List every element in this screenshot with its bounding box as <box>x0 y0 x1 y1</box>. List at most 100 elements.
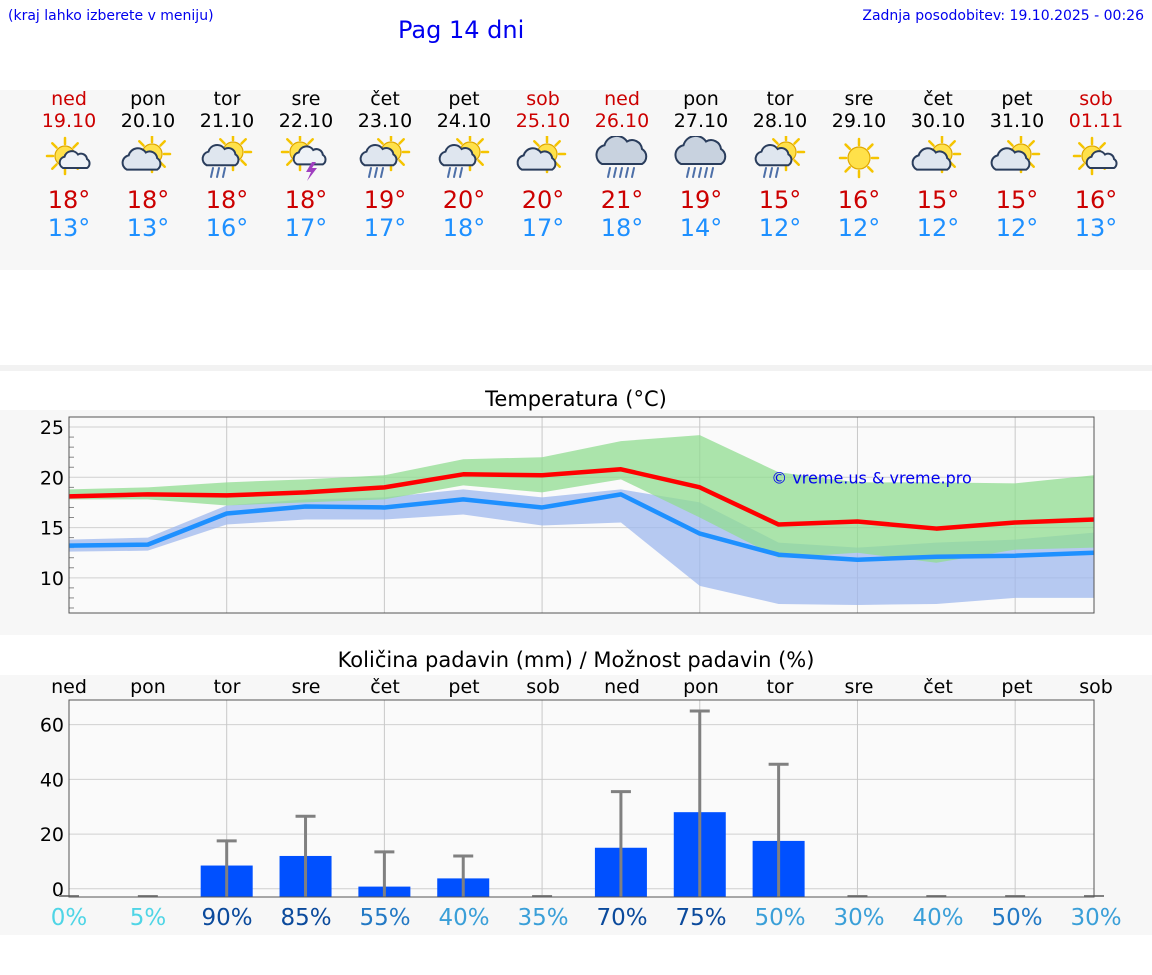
min-range-band <box>69 489 1094 605</box>
day-name: pon <box>130 88 166 110</box>
day-date: 19.10 <box>41 110 97 132</box>
forecast-day: pet 31.10 15° 12° <box>977 88 1057 242</box>
min-temperature: 18° <box>600 214 644 242</box>
sun-cloud-rain-icon <box>754 136 806 178</box>
min-temperature: 18° <box>442 214 486 242</box>
last-update: Zadnja posodobitev: 19.10.2025 - 00:26 <box>862 8 1144 24</box>
day-date: 31.10 <box>989 110 1045 132</box>
precip-day-label: pet <box>1001 676 1033 698</box>
partly-cloudy-icon <box>516 136 567 174</box>
page-title: Pag 14 dni <box>398 16 525 44</box>
max-temperature: 18° <box>284 186 328 214</box>
min-temperature: 12° <box>995 214 1039 242</box>
location-hint: (kraj lahko izberete v meniju) <box>8 8 214 24</box>
min-temperature: 17° <box>521 214 565 242</box>
forecast-day: pet 24.10 20° 18° <box>424 88 504 242</box>
precipitation-probability: 40% <box>912 905 964 931</box>
day-date: 28.10 <box>752 110 808 132</box>
precipitation-probability: 35% <box>517 905 569 931</box>
max-temperature: 16° <box>1074 186 1118 214</box>
forecast-day: sre 22.10 18° 17° <box>266 88 346 242</box>
forecast-day: ned 26.10 21° 18° <box>582 88 662 242</box>
precip-day-label: sre <box>291 676 321 698</box>
day-name: pon <box>683 88 719 110</box>
forecast-day: ned 19.10 18° 13° <box>29 88 109 242</box>
temperature-chart: 10 15 20 25 © vreme.us & vreme.pro <box>40 416 1095 614</box>
precipitation-probability: 5% <box>129 905 167 931</box>
day-date: 20.10 <box>120 110 176 132</box>
day-name: sob <box>526 88 560 110</box>
precipitation-probability: 40% <box>438 905 490 931</box>
day-name: čet <box>923 88 953 110</box>
max-temperature: 18° <box>205 186 249 214</box>
forecast-panel <box>0 90 1152 270</box>
forecast-day: sob 25.10 20° 17° <box>503 88 583 242</box>
max-temperature: 15° <box>995 186 1039 214</box>
precip-day-label: ned <box>51 676 87 698</box>
max-temperature: 19° <box>363 186 407 214</box>
day-name: pet <box>1001 88 1033 110</box>
y-tick-label: 10 <box>40 568 64 590</box>
day-name: ned <box>604 88 640 110</box>
y-tick-label: 60 <box>40 715 64 737</box>
day-date: 22.10 <box>278 110 334 132</box>
heavy-rain-icon <box>674 136 727 178</box>
precip-day-label: tor <box>766 676 794 698</box>
sun-cloud-rain-icon <box>359 136 411 178</box>
plot-frame <box>68 416 1095 614</box>
day-date: 23.10 <box>357 110 413 132</box>
day-date: 30.10 <box>910 110 966 132</box>
precip-day-label: pon <box>683 676 719 698</box>
day-date: 21.10 <box>199 110 255 132</box>
forecast-day: pon 27.10 19° 14° <box>661 88 741 242</box>
forecast-day: tor 21.10 18° 16° <box>187 88 267 242</box>
max-temperature: 18° <box>47 186 91 214</box>
precip-day-label: pet <box>448 676 480 698</box>
precip-day-label: ned <box>604 676 640 698</box>
sun-cloud-rain-icon <box>438 136 490 178</box>
sun-cloud-rain-icon <box>201 136 253 178</box>
min-temperature-line <box>68 492 1095 562</box>
max-temperature: 18° <box>126 186 170 214</box>
min-temperature: 13° <box>1074 214 1118 242</box>
precip-day-label: pon <box>130 676 166 698</box>
max-temperature: 15° <box>916 186 960 214</box>
watermark: © vreme.us & vreme.pro <box>771 468 972 487</box>
y-tick-label: 20 <box>40 467 64 489</box>
precip-day-label: sre <box>844 676 874 698</box>
min-temperature: 12° <box>758 214 802 242</box>
precipitation-probability: 30% <box>1070 905 1122 931</box>
min-temperature: 13° <box>47 214 91 242</box>
precipitation-probability: 85% <box>280 905 332 931</box>
y-tick-label: 0 <box>52 879 64 901</box>
max-temperature-line <box>68 467 1095 531</box>
partly-cloudy-icon <box>911 136 962 174</box>
forecast-day: sre 29.10 16° 12° <box>819 88 899 242</box>
min-temperature: 12° <box>837 214 881 242</box>
heavy-rain-icon <box>595 136 648 178</box>
day-date: 27.10 <box>673 110 729 132</box>
precip-day-label: čet <box>370 676 400 698</box>
day-name: pet <box>448 88 480 110</box>
precip-day-label: čet <box>923 676 953 698</box>
sun-icon <box>838 137 880 179</box>
partly-cloudy-icon <box>121 136 172 174</box>
precipitation-chart-title: Količina padavin (mm) / Možnost padavin … <box>337 648 815 672</box>
day-date: 01.11 <box>1068 110 1124 132</box>
precipitation-chart: 0 20 40 60 <box>40 699 1104 901</box>
min-temperature: 12° <box>916 214 960 242</box>
forecast-day: čet 30.10 15° 12° <box>898 88 978 242</box>
plot-frame <box>68 699 1095 898</box>
precipitation-probability: 55% <box>359 905 411 931</box>
plot-area <box>69 700 1094 897</box>
min-temperature: 17° <box>284 214 328 242</box>
forecast-day: čet 23.10 19° 17° <box>345 88 425 242</box>
day-name: ned <box>51 88 87 110</box>
max-temperature: 15° <box>758 186 802 214</box>
day-name: tor <box>766 88 794 110</box>
y-tick-label: 25 <box>40 417 64 439</box>
forecast-day: sob 01.11 16° 13° <box>1056 88 1136 242</box>
day-date: 24.10 <box>436 110 492 132</box>
day-name: sre <box>844 88 874 110</box>
max-temperature: 16° <box>837 186 881 214</box>
